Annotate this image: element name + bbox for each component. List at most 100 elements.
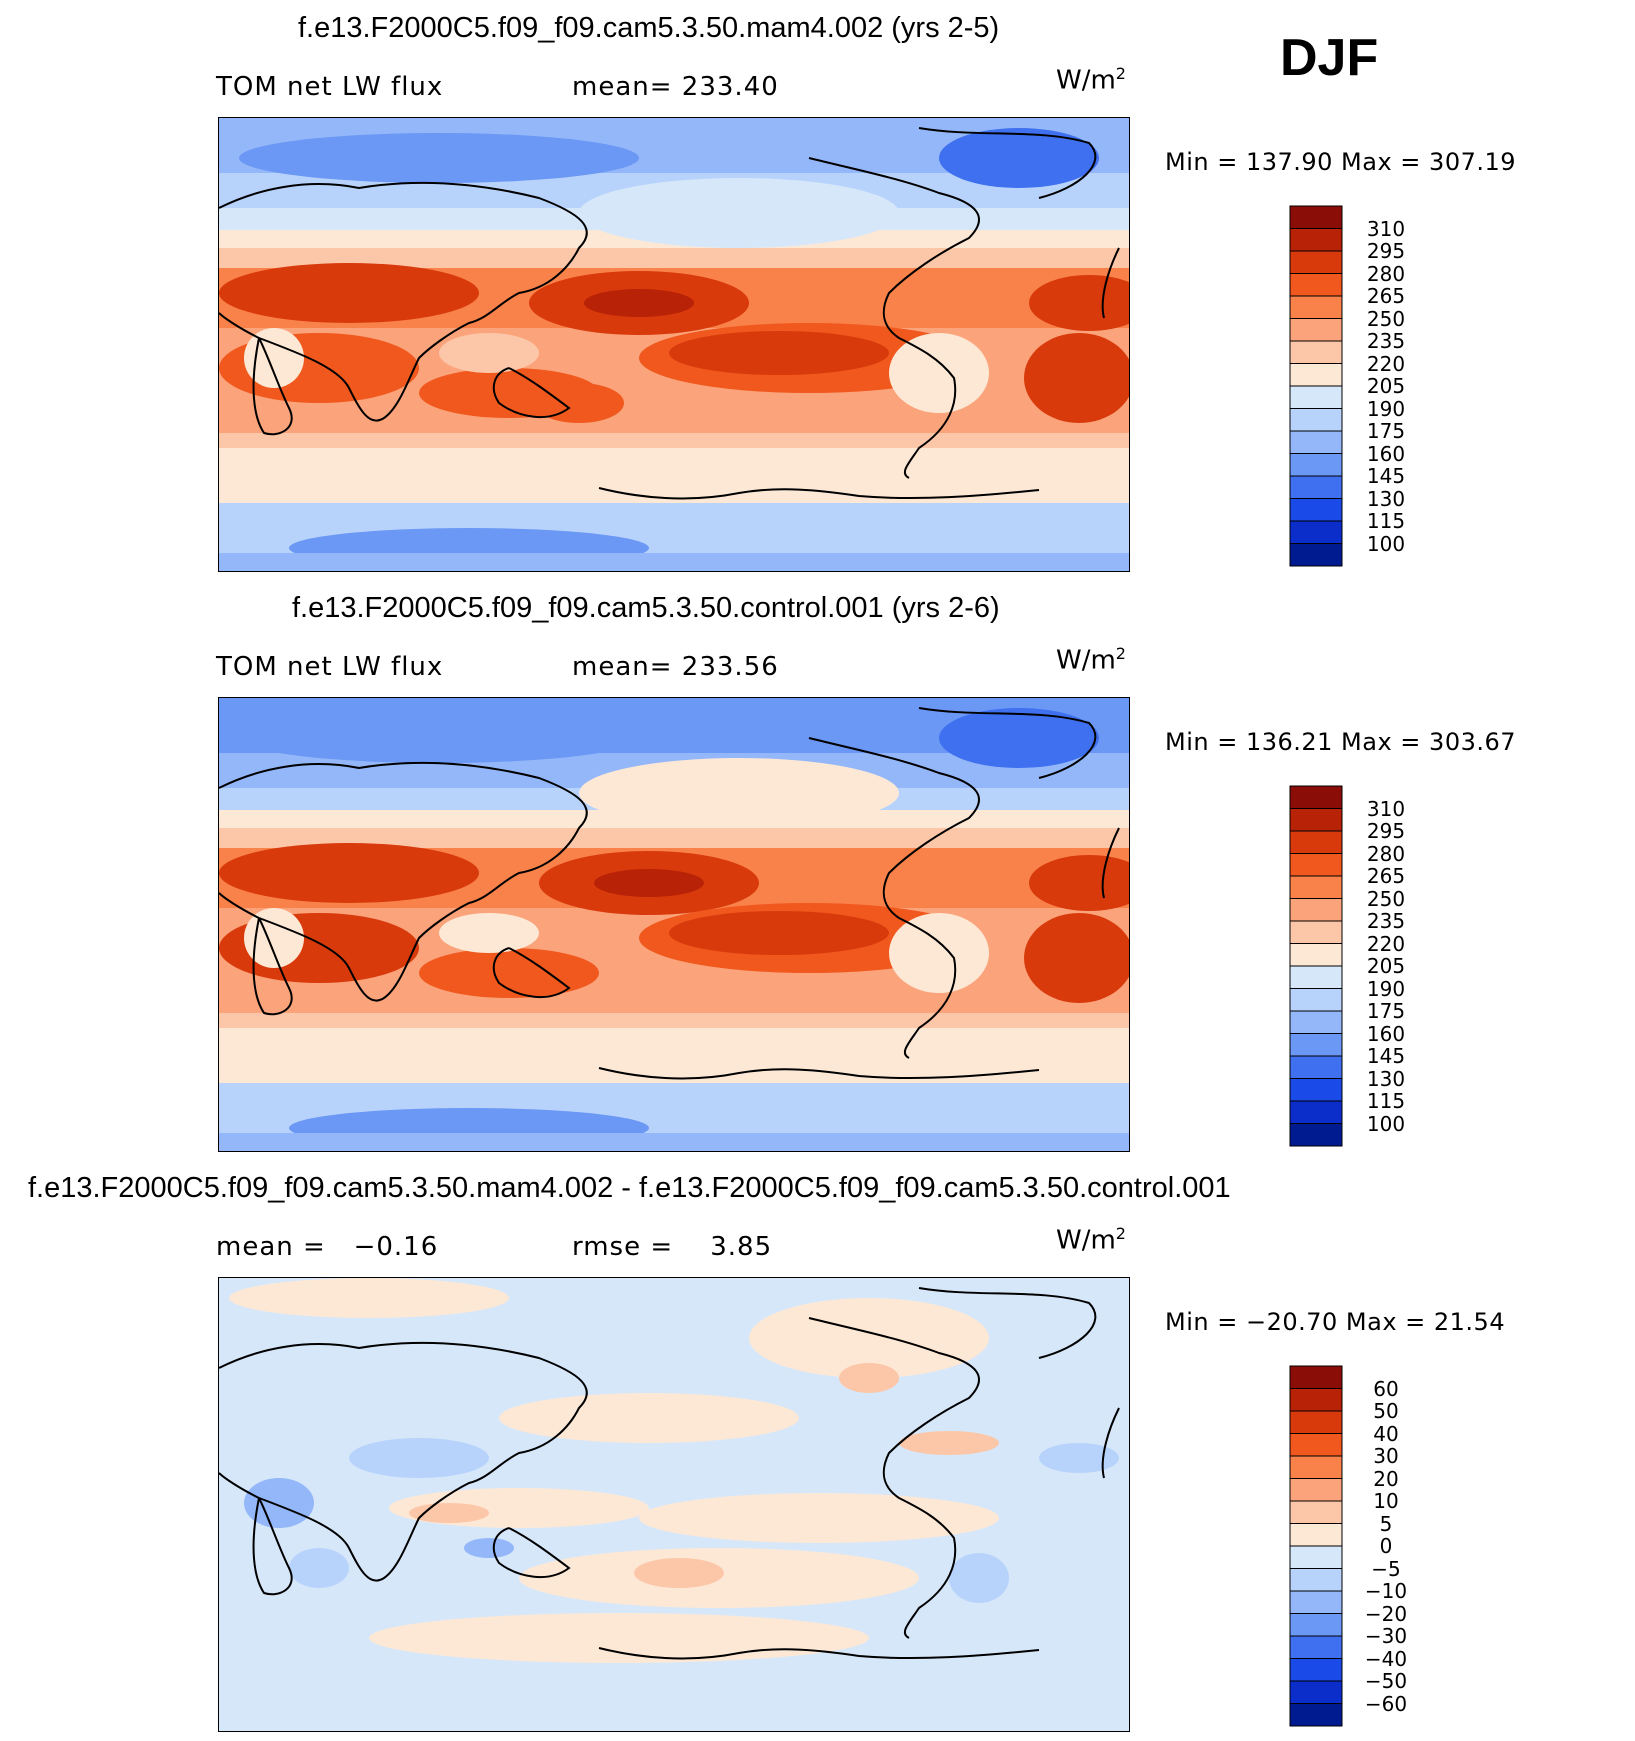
panel-2-variable-label: TOM net LW flux	[216, 652, 444, 682]
panel-2-units: W/m2	[1056, 644, 1126, 676]
colorbar-swatch	[1289, 920, 1343, 944]
colorbar-swatch	[1289, 340, 1343, 364]
panel-2-colorbar-labels: 310 295 280 265 250 235 220 205 190 175 160 145 130 1…	[1356, 786, 1426, 1146]
colorbar-swatch	[1289, 1123, 1343, 1147]
panel-2-mean-label: mean= 233.56	[572, 652, 779, 682]
colorbar-swatch	[1289, 853, 1343, 877]
colorbar-swatch	[1289, 1545, 1343, 1569]
colorbar-tick-label: 130	[1366, 1066, 1406, 1091]
colorbar-tick-label: 115	[1366, 1089, 1406, 1113]
colorbar-swatch	[1289, 228, 1343, 252]
colorbar-tick-label: 20	[1373, 1466, 1399, 1491]
colorbar-swatch	[1289, 830, 1343, 854]
colorbar-tick-label: 295	[1366, 819, 1406, 843]
colorbar-tick-label: 310	[1366, 796, 1406, 821]
colorbar-swatch	[1289, 408, 1343, 432]
colorbar-tick-label: 235	[1366, 329, 1406, 353]
panel-3-rmse-value: 3.85	[710, 1232, 773, 1262]
colorbar-tick-label: 130	[1366, 486, 1406, 511]
colorbar-tick-label: 145	[1366, 1044, 1406, 1068]
colorbar-swatch	[1289, 875, 1343, 899]
colorbar-swatch	[1289, 430, 1343, 454]
colorbar-tick-label: 30	[1373, 1444, 1399, 1468]
colorbar-swatch	[1289, 1680, 1343, 1704]
colorbar-tick-label: 115	[1366, 509, 1406, 533]
colorbar-swatch	[1289, 808, 1343, 832]
colorbar-swatch	[1289, 1388, 1343, 1412]
colorbar-tick-label: 280	[1366, 261, 1406, 286]
colorbar-tick-label: 50	[1373, 1399, 1399, 1423]
colorbar-swatch	[1289, 898, 1343, 922]
colorbar-swatch	[1289, 475, 1343, 499]
colorbar-swatch	[1289, 1523, 1343, 1547]
panel-3-title: f.e13.F2000C5.f09_f09.cam5.3.50.mam4.002…	[28, 1172, 1231, 1204]
colorbar-tick-label: −50	[1364, 1669, 1408, 1693]
colorbar-tick-label: 190	[1366, 976, 1406, 1001]
panel-1-colorbar	[1289, 205, 1343, 567]
colorbar-tick-label: 265	[1366, 284, 1406, 308]
panel-2-minmax: Min = 136.21 Max = 303.67	[1165, 728, 1517, 756]
colorbar-swatch	[1289, 1078, 1343, 1102]
colorbar-swatch	[1289, 385, 1343, 409]
colorbar-swatch	[1289, 785, 1343, 809]
colorbar-swatch	[1289, 1478, 1343, 1502]
panel-1-colorbar-labels: 310 295 280 265 250 235 220 205 190 175 160 145 130 1…	[1356, 206, 1426, 566]
colorbar-swatch	[1289, 1455, 1343, 1479]
panel-1-mean-label: mean= 233.40	[572, 72, 779, 102]
colorbar-swatch	[1289, 965, 1343, 989]
panel-3-colorbar-svg	[1289, 1365, 1343, 1727]
colorbar-tick-label: 220	[1366, 931, 1406, 956]
colorbar-tick-label: 205	[1366, 954, 1406, 978]
colorbar-swatch	[1289, 1568, 1343, 1592]
colorbar-swatch	[1289, 453, 1343, 477]
colorbar-tick-label: −30	[1364, 1624, 1408, 1648]
colorbar-tick-label: −40	[1364, 1646, 1408, 1671]
colorbar-swatch	[1289, 205, 1343, 229]
panel-2-mean-value: 233.56	[681, 652, 779, 682]
panel-3-mean-value: −0.16	[353, 1232, 439, 1262]
colorbar-tick-label: 40	[1373, 1421, 1399, 1446]
colorbar-swatch	[1289, 1055, 1343, 1079]
colorbar-swatch	[1289, 318, 1343, 342]
colorbar-swatch	[1289, 1410, 1343, 1434]
colorbar-tick-label: −5	[1371, 1556, 1401, 1581]
colorbar-swatch	[1289, 943, 1343, 967]
panel-3-colorbar	[1289, 1365, 1343, 1727]
colorbar-tick-label: 205	[1366, 374, 1406, 398]
panel-3-colorbar-labels: 60 50 40 30 20 10 5 0 −5 −10 −20 −30 −40 −50 −60	[1356, 1366, 1426, 1726]
colorbar-tick-label: 145	[1366, 464, 1406, 488]
panel-1-mean-value: 233.40	[681, 72, 779, 102]
colorbar-tick-label: 160	[1366, 441, 1406, 466]
colorbar-swatch	[1289, 498, 1343, 522]
colorbar-swatch	[1289, 520, 1343, 544]
panel-2-colorbar-svg	[1289, 785, 1343, 1147]
colorbar-swatch	[1289, 1613, 1343, 1637]
colorbar-tick-label: 10	[1373, 1489, 1399, 1513]
colorbar-swatch	[1289, 1010, 1343, 1034]
colorbar-swatch	[1289, 1590, 1343, 1614]
colorbar-tick-label: 100	[1366, 531, 1406, 556]
colorbar-swatch	[1289, 1033, 1343, 1057]
panel-3-map	[218, 1277, 1130, 1732]
colorbar-tick-label: 190	[1366, 396, 1406, 421]
colorbar-tick-label: 175	[1366, 999, 1406, 1023]
colorbar-swatch	[1289, 250, 1343, 274]
panel-1-map	[218, 117, 1130, 572]
colorbar-tick-label: 295	[1366, 239, 1406, 263]
panel-2-map	[218, 697, 1130, 1152]
panel-3-rmse-label: rmse = 3.85	[572, 1232, 773, 1262]
panel-1-variable-label: TOM net LW flux	[216, 72, 444, 102]
panel-2-colorbar	[1289, 785, 1343, 1147]
colorbar-tick-label: 265	[1366, 864, 1406, 888]
colorbar-swatch	[1289, 1703, 1343, 1727]
colorbar-swatch	[1289, 988, 1343, 1012]
panel-1-title: f.e13.F2000C5.f09_f09.cam5.3.50.mam4.002…	[298, 12, 1000, 44]
colorbar-swatch	[1289, 295, 1343, 319]
colorbar-tick-label: 5	[1379, 1511, 1393, 1536]
colorbar-swatch	[1289, 1658, 1343, 1682]
colorbar-tick-label: 235	[1366, 909, 1406, 933]
panel-3-minmax: Min = −20.70 Max = 21.54	[1165, 1308, 1506, 1336]
colorbar-tick-label: 175	[1366, 419, 1406, 443]
panel-1-colorbar-svg	[1289, 205, 1343, 567]
colorbar-tick-label: −10	[1364, 1579, 1408, 1603]
